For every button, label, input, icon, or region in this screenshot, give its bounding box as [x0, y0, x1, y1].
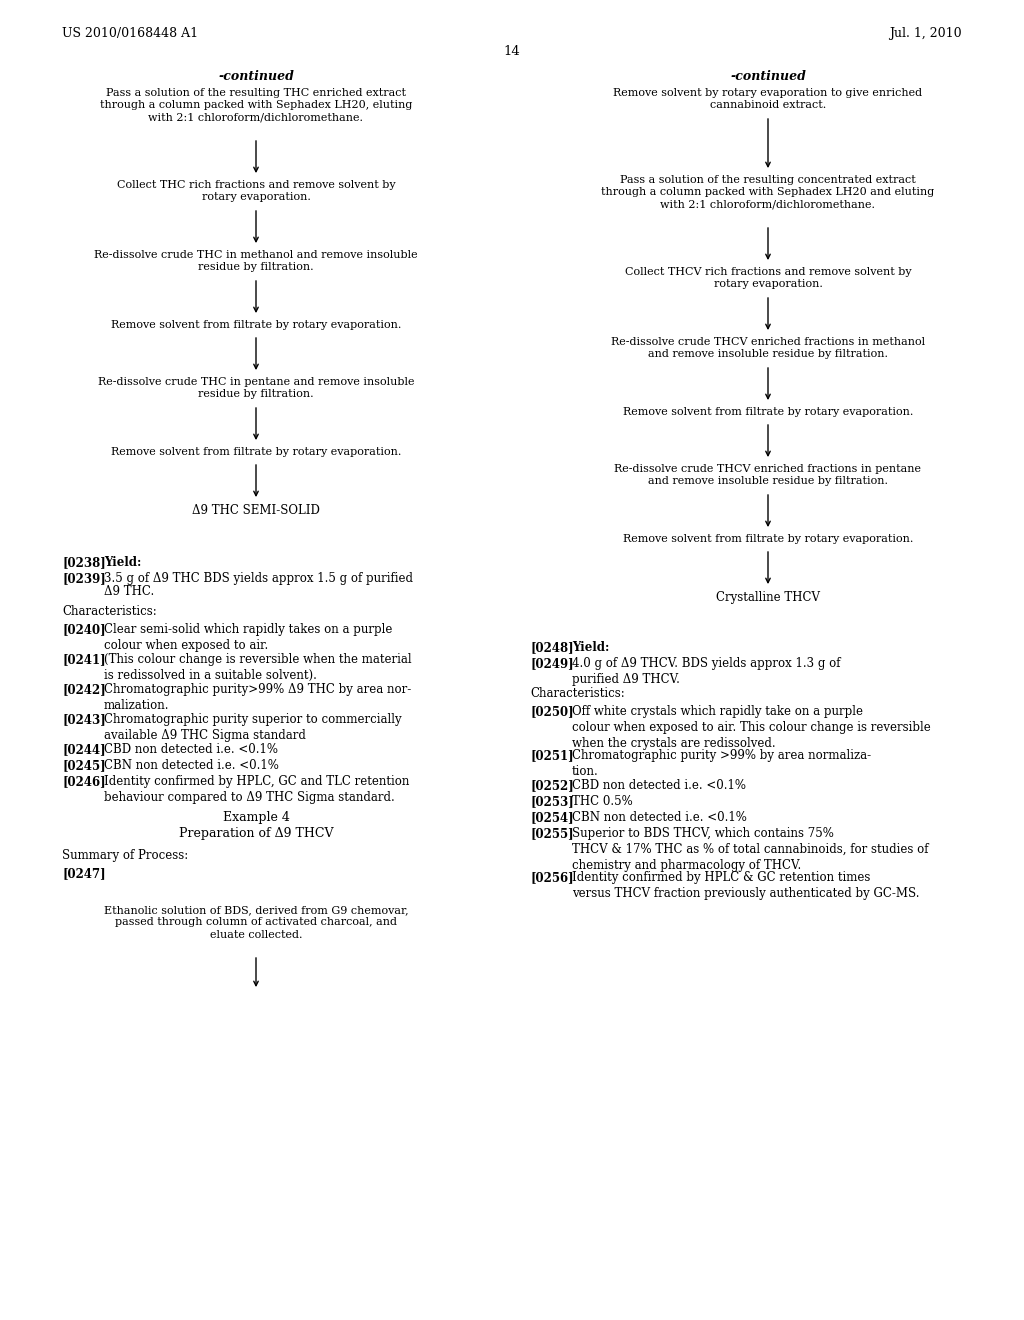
Text: Preparation of Δ9 THCV: Preparation of Δ9 THCV	[179, 828, 333, 840]
Text: [0243]: [0243]	[62, 713, 105, 726]
Text: Re-dissolve crude THC in methanol and remove insoluble
residue by filtration.: Re-dissolve crude THC in methanol and re…	[94, 249, 418, 272]
Text: Chromatographic purity superior to commercially
available Δ9 THC Sigma standard: Chromatographic purity superior to comme…	[104, 713, 401, 742]
Text: 4.0 g of Δ9 THCV. BDS yields approx 1.3 g of
purified Δ9 THCV.: 4.0 g of Δ9 THCV. BDS yields approx 1.3 …	[572, 657, 841, 686]
Text: [0240]: [0240]	[62, 623, 105, 636]
Text: Chromatographic purity>99% Δ9 THC by area nor-
malization.: Chromatographic purity>99% Δ9 THC by are…	[104, 682, 412, 711]
Text: US 2010/0168448 A1: US 2010/0168448 A1	[62, 26, 198, 40]
Text: [0249]: [0249]	[530, 657, 573, 671]
Text: [0245]: [0245]	[62, 759, 105, 772]
Text: Δ9 THC.: Δ9 THC.	[104, 585, 155, 598]
Text: Yield:: Yield:	[572, 642, 609, 653]
Text: Characteristics:: Characteristics:	[530, 686, 625, 700]
Text: -continued: -continued	[218, 70, 294, 83]
Text: CBD non detected i.e. <0.1%: CBD non detected i.e. <0.1%	[572, 779, 746, 792]
Text: Collect THCV rich fractions and remove solvent by
rotary evaporation.: Collect THCV rich fractions and remove s…	[625, 267, 911, 289]
Text: Off white crystals which rapidly take on a purple
colour when exposed to air. Th: Off white crystals which rapidly take on…	[572, 705, 931, 750]
Text: Pass a solution of the resulting THC enriched extract
through a column packed wi: Pass a solution of the resulting THC enr…	[99, 88, 413, 123]
Text: Re-dissolve crude THC in pentane and remove insoluble
residue by filtration.: Re-dissolve crude THC in pentane and rem…	[97, 378, 415, 400]
Text: Remove solvent from filtrate by rotary evaporation.: Remove solvent from filtrate by rotary e…	[111, 319, 401, 330]
Text: Clear semi-solid which rapidly takes on a purple
colour when exposed to air.: Clear semi-solid which rapidly takes on …	[104, 623, 392, 652]
Text: Crystalline THCV: Crystalline THCV	[716, 591, 820, 605]
Text: Identity confirmed by HPLC & GC retention times
versus THCV fraction previously : Identity confirmed by HPLC & GC retentio…	[572, 871, 920, 900]
Text: CBD non detected i.e. <0.1%: CBD non detected i.e. <0.1%	[104, 743, 278, 756]
Text: Jul. 1, 2010: Jul. 1, 2010	[890, 26, 962, 40]
Text: THC 0.5%: THC 0.5%	[572, 795, 633, 808]
Text: Remove solvent from filtrate by rotary evaporation.: Remove solvent from filtrate by rotary e…	[623, 407, 913, 417]
Text: [0252]: [0252]	[530, 779, 573, 792]
Text: [0251]: [0251]	[530, 748, 573, 762]
Text: [0253]: [0253]	[530, 795, 573, 808]
Text: Pass a solution of the resulting concentrated extract
through a column packed wi: Pass a solution of the resulting concent…	[601, 176, 935, 210]
Text: [0246]: [0246]	[62, 775, 105, 788]
Text: [0254]: [0254]	[530, 810, 573, 824]
Text: Δ9 THC SEMI-SOLID: Δ9 THC SEMI-SOLID	[193, 504, 319, 517]
Text: [0248]: [0248]	[530, 642, 573, 653]
Text: [0241]: [0241]	[62, 653, 105, 667]
Text: [0242]: [0242]	[62, 682, 105, 696]
Text: Identity confirmed by HPLC, GC and TLC retention
behaviour compared to Δ9 THC Si: Identity confirmed by HPLC, GC and TLC r…	[104, 775, 410, 804]
Text: Ethanolic solution of BDS, derived from G9 chemovar,
passed through column of ac: Ethanolic solution of BDS, derived from …	[103, 906, 409, 940]
Text: Chromatographic purity >99% by area normaliza-
tion.: Chromatographic purity >99% by area norm…	[572, 748, 871, 777]
Text: Superior to BDS THCV, which contains 75%
THCV & 17% THC as % of total cannabinoi: Superior to BDS THCV, which contains 75%…	[572, 828, 929, 873]
Text: Remove solvent from filtrate by rotary evaporation.: Remove solvent from filtrate by rotary e…	[623, 535, 913, 544]
Text: Re-dissolve crude THCV enriched fractions in methanol
and remove insoluble resid: Re-dissolve crude THCV enriched fraction…	[611, 337, 925, 359]
Text: -continued: -continued	[730, 70, 806, 83]
Text: [0256]: [0256]	[530, 871, 573, 884]
Text: Remove solvent by rotary evaporation to give enriched
cannabinoid extract.: Remove solvent by rotary evaporation to …	[613, 88, 923, 111]
Text: Collect THC rich fractions and remove solvent by
rotary evaporation.: Collect THC rich fractions and remove so…	[117, 180, 395, 202]
Text: Characteristics:: Characteristics:	[62, 605, 157, 618]
Text: CBN non detected i.e. <0.1%: CBN non detected i.e. <0.1%	[104, 759, 279, 772]
Text: 3.5 g of Δ9 THC BDS yields approx 1.5 g of purified: 3.5 g of Δ9 THC BDS yields approx 1.5 g …	[104, 572, 413, 585]
Text: [0239]: [0239]	[62, 572, 105, 585]
Text: Example 4: Example 4	[222, 810, 290, 824]
Text: [0238]: [0238]	[62, 556, 105, 569]
Text: Remove solvent from filtrate by rotary evaporation.: Remove solvent from filtrate by rotary e…	[111, 447, 401, 457]
Text: [0250]: [0250]	[530, 705, 573, 718]
Text: Summary of Process:: Summary of Process:	[62, 849, 188, 862]
Text: (This colour change is reversible when the material
is redissolved in a suitable: (This colour change is reversible when t…	[104, 653, 412, 682]
Text: Yield:: Yield:	[104, 556, 141, 569]
Text: [0247]: [0247]	[62, 867, 105, 880]
Text: 14: 14	[504, 45, 520, 58]
Text: [0255]: [0255]	[530, 828, 573, 840]
Text: Re-dissolve crude THCV enriched fractions in pentane
and remove insoluble residu: Re-dissolve crude THCV enriched fraction…	[614, 465, 922, 486]
Text: [0244]: [0244]	[62, 743, 105, 756]
Text: CBN non detected i.e. <0.1%: CBN non detected i.e. <0.1%	[572, 810, 746, 824]
